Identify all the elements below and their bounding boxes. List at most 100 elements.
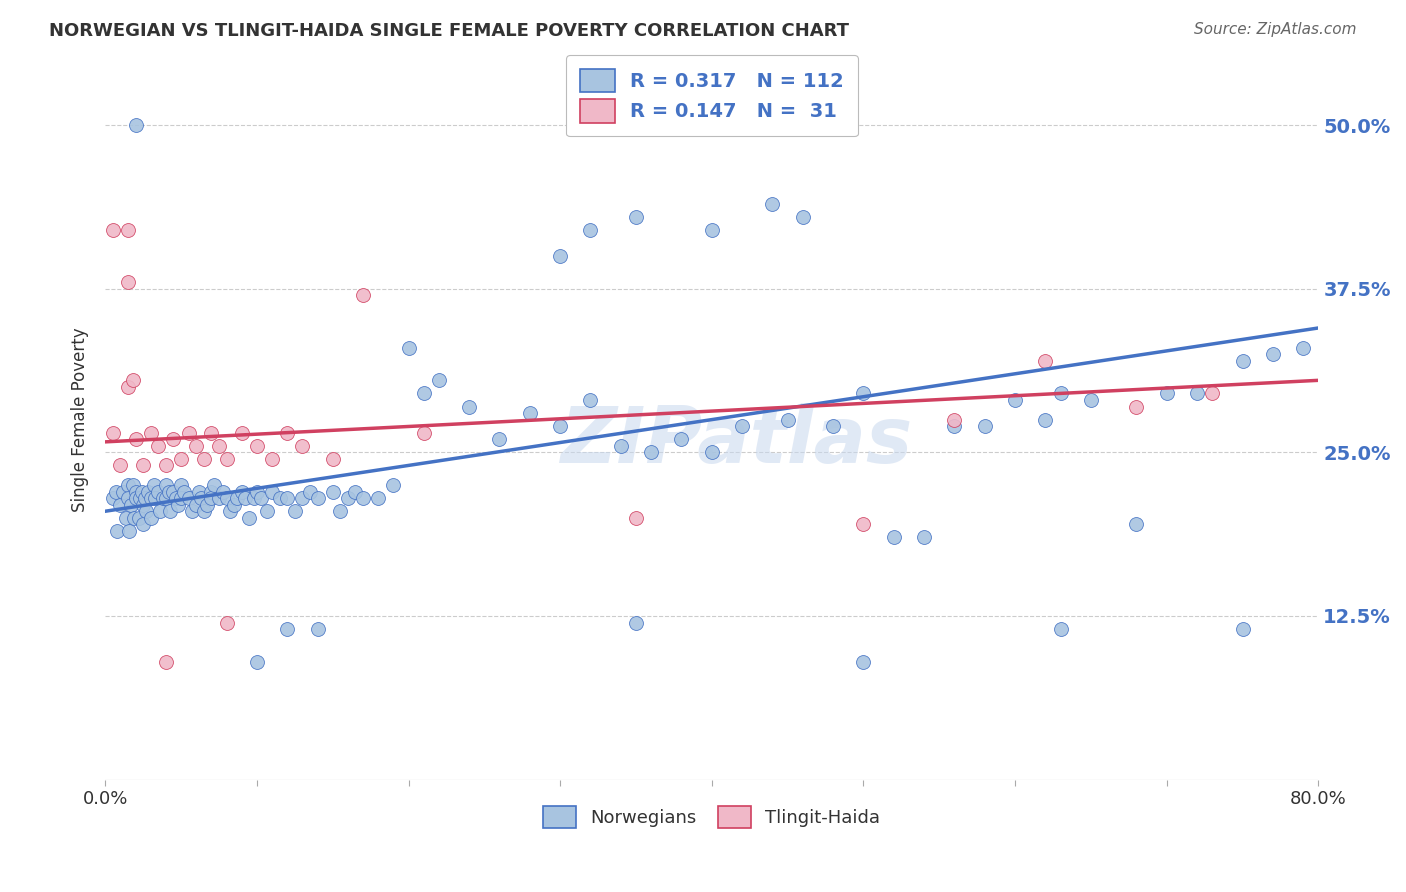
Point	[352, 491, 374, 505]
Point	[208, 491, 231, 505]
Point	[195, 498, 218, 512]
Point	[1292, 341, 1315, 355]
Point	[1035, 412, 1057, 426]
Point	[731, 419, 754, 434]
Point	[132, 517, 155, 532]
Point	[131, 484, 153, 499]
Point	[852, 386, 875, 401]
Point	[322, 484, 344, 499]
Point	[132, 458, 155, 473]
Point	[139, 425, 162, 440]
Point	[344, 484, 367, 499]
Point	[110, 458, 132, 473]
Point	[276, 425, 298, 440]
Point	[157, 484, 180, 499]
Point	[973, 419, 995, 434]
Point	[148, 439, 170, 453]
Point	[579, 392, 602, 407]
Point	[1035, 353, 1057, 368]
Point	[943, 419, 966, 434]
Point	[398, 341, 420, 355]
Point	[215, 615, 238, 630]
Legend: Norwegians, Tlingit-Haida: Norwegians, Tlingit-Haida	[536, 799, 887, 836]
Point	[246, 439, 269, 453]
Point	[322, 451, 344, 466]
Point	[823, 419, 845, 434]
Point	[186, 498, 208, 512]
Point	[177, 491, 200, 505]
Point	[761, 196, 783, 211]
Text: Source: ZipAtlas.com: Source: ZipAtlas.com	[1194, 22, 1357, 37]
Point	[177, 425, 200, 440]
Point	[188, 484, 211, 499]
Point	[193, 504, 215, 518]
Point	[624, 510, 647, 524]
Point	[519, 406, 541, 420]
Point	[124, 118, 146, 132]
Point	[1232, 622, 1254, 636]
Point	[640, 445, 662, 459]
Point	[624, 615, 647, 630]
Point	[170, 451, 193, 466]
Point	[129, 491, 152, 505]
Point	[883, 530, 905, 544]
Point	[208, 439, 231, 453]
Point	[671, 432, 693, 446]
Point	[246, 655, 269, 669]
Point	[367, 491, 389, 505]
Point	[700, 445, 723, 459]
Point	[135, 504, 157, 518]
Point	[173, 484, 195, 499]
Point	[1049, 386, 1071, 401]
Point	[139, 510, 162, 524]
Point	[256, 504, 278, 518]
Point	[215, 491, 238, 505]
Point	[202, 478, 225, 492]
Point	[1261, 347, 1284, 361]
Point	[101, 491, 124, 505]
Point	[1156, 386, 1178, 401]
Point	[148, 484, 170, 499]
Point	[110, 498, 132, 512]
Point	[180, 504, 202, 518]
Point	[121, 373, 143, 387]
Point	[943, 412, 966, 426]
Point	[112, 484, 135, 499]
Point	[139, 491, 162, 505]
Point	[121, 478, 143, 492]
Point	[852, 655, 875, 669]
Point	[132, 498, 155, 512]
Point	[170, 491, 193, 505]
Point	[269, 491, 291, 505]
Point	[243, 491, 266, 505]
Point	[200, 425, 222, 440]
Point	[1201, 386, 1223, 401]
Point	[143, 491, 166, 505]
Point	[250, 491, 273, 505]
Point	[700, 223, 723, 237]
Point	[200, 484, 222, 499]
Point	[246, 484, 269, 499]
Point	[458, 400, 481, 414]
Point	[548, 419, 571, 434]
Point	[170, 478, 193, 492]
Point	[548, 249, 571, 263]
Point	[226, 491, 249, 505]
Point	[276, 622, 298, 636]
Point	[284, 504, 307, 518]
Point	[579, 223, 602, 237]
Point	[117, 380, 139, 394]
Point	[117, 223, 139, 237]
Point	[776, 412, 799, 426]
Point	[329, 504, 352, 518]
Point	[142, 478, 165, 492]
Point	[134, 491, 156, 505]
Point	[238, 510, 260, 524]
Point	[166, 491, 188, 505]
Point	[224, 498, 246, 512]
Point	[291, 491, 314, 505]
Text: ZIPatlas: ZIPatlas	[560, 403, 912, 479]
Point	[610, 439, 633, 453]
Point	[336, 491, 359, 505]
Point	[260, 484, 283, 499]
